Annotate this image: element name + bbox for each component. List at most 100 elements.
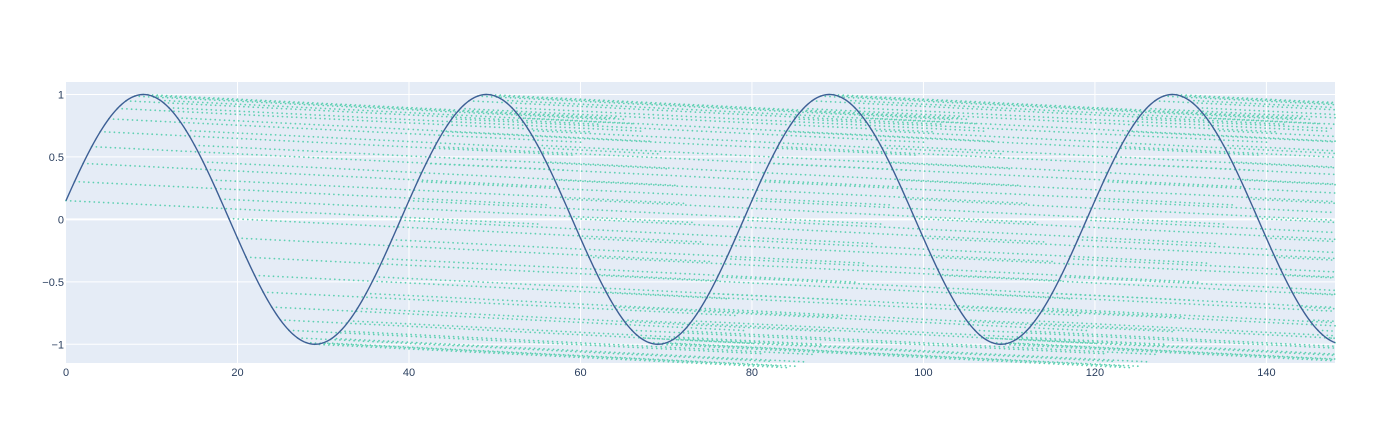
marker-point bbox=[188, 206, 190, 208]
marker-point bbox=[570, 179, 572, 181]
marker-point bbox=[383, 276, 385, 278]
marker-point bbox=[265, 154, 267, 156]
marker-point bbox=[421, 347, 423, 349]
marker-point bbox=[285, 122, 287, 124]
marker-point bbox=[262, 107, 264, 109]
marker-point bbox=[458, 344, 460, 346]
marker-point bbox=[451, 191, 453, 193]
marker-point bbox=[176, 150, 178, 152]
marker-point bbox=[482, 101, 484, 103]
marker-point bbox=[182, 186, 184, 188]
marker-point bbox=[262, 171, 264, 173]
marker-point bbox=[511, 185, 513, 187]
marker-point bbox=[376, 110, 378, 112]
marker-point bbox=[397, 277, 399, 279]
marker-point bbox=[706, 235, 708, 237]
marker-point bbox=[251, 238, 253, 240]
marker-point bbox=[494, 126, 496, 128]
marker-point bbox=[366, 346, 368, 348]
marker-point bbox=[662, 118, 664, 120]
marker-point bbox=[619, 172, 621, 174]
marker-point bbox=[488, 109, 490, 111]
marker-point bbox=[824, 136, 826, 138]
marker-point bbox=[354, 152, 356, 154]
marker-point bbox=[799, 200, 801, 202]
marker-point bbox=[833, 137, 835, 139]
marker-point bbox=[243, 199, 245, 201]
marker-point bbox=[348, 109, 350, 111]
marker-point bbox=[744, 146, 746, 148]
marker-point bbox=[484, 352, 486, 354]
marker-point bbox=[523, 114, 525, 116]
marker-point bbox=[699, 176, 701, 178]
marker-point bbox=[611, 129, 613, 131]
marker-point bbox=[560, 137, 562, 139]
marker-point bbox=[705, 120, 707, 122]
marker-point bbox=[434, 156, 436, 158]
marker-point bbox=[207, 102, 209, 104]
marker-point bbox=[387, 263, 389, 265]
marker-point bbox=[406, 259, 408, 261]
marker-point bbox=[128, 132, 130, 134]
marker-point bbox=[439, 163, 441, 165]
marker-point bbox=[388, 340, 390, 342]
marker-point bbox=[281, 112, 283, 114]
marker-point bbox=[697, 143, 699, 145]
marker-point bbox=[493, 201, 495, 203]
marker-point bbox=[552, 153, 554, 155]
marker-point bbox=[573, 122, 575, 124]
marker-point bbox=[181, 98, 183, 100]
marker-point bbox=[333, 110, 335, 112]
marker-point bbox=[526, 213, 528, 215]
marker-point bbox=[465, 122, 467, 124]
marker-point bbox=[192, 108, 194, 110]
marker-point bbox=[764, 351, 766, 353]
marker-point bbox=[478, 230, 480, 232]
marker-point bbox=[785, 218, 787, 220]
marker-point bbox=[397, 146, 399, 148]
marker-point bbox=[740, 146, 742, 148]
marker-point bbox=[223, 152, 225, 154]
marker-point bbox=[711, 144, 713, 146]
marker-point bbox=[367, 110, 369, 112]
marker-point bbox=[142, 133, 144, 135]
marker-point bbox=[682, 312, 684, 314]
marker-point bbox=[722, 357, 724, 359]
marker-point bbox=[845, 114, 847, 116]
marker-point bbox=[424, 172, 426, 174]
marker-point bbox=[604, 171, 606, 173]
marker-point bbox=[639, 140, 641, 142]
marker-point bbox=[374, 345, 376, 347]
marker-point bbox=[841, 118, 843, 120]
marker-point bbox=[591, 118, 593, 120]
marker-point bbox=[456, 301, 458, 303]
marker-point bbox=[247, 171, 249, 173]
marker-point bbox=[569, 318, 571, 320]
marker-point bbox=[461, 132, 463, 134]
marker-point bbox=[542, 271, 544, 273]
marker-point bbox=[814, 136, 816, 138]
marker-point bbox=[226, 99, 228, 101]
marker-point bbox=[402, 245, 404, 247]
marker-point bbox=[536, 316, 538, 318]
marker-point bbox=[618, 155, 620, 157]
marker-point bbox=[332, 125, 334, 127]
marker-point bbox=[267, 107, 269, 109]
marker-point bbox=[512, 315, 514, 317]
marker-point bbox=[205, 118, 207, 120]
marker-point bbox=[500, 149, 502, 151]
marker-point bbox=[552, 152, 554, 154]
marker-point bbox=[477, 249, 479, 251]
marker-point bbox=[349, 105, 351, 107]
marker-point bbox=[544, 353, 546, 355]
marker-point bbox=[301, 337, 303, 339]
marker-point bbox=[719, 120, 721, 122]
marker-point bbox=[612, 333, 614, 335]
marker-point bbox=[289, 221, 291, 223]
marker-point bbox=[543, 266, 545, 268]
marker-point bbox=[610, 356, 612, 358]
marker-point bbox=[788, 360, 790, 362]
marker-point bbox=[739, 132, 741, 134]
marker-point bbox=[220, 113, 222, 115]
marker-point bbox=[526, 134, 528, 136]
